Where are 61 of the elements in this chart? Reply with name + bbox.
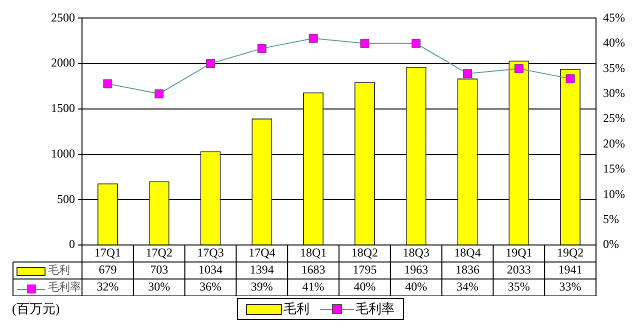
data-label: 35% — [508, 280, 530, 294]
y2-tick-label: 10% — [603, 186, 626, 201]
x-tick-label: 19Q2 — [556, 246, 584, 260]
point — [463, 69, 472, 78]
point — [103, 79, 112, 88]
y2-tick-label: 25% — [603, 111, 626, 126]
legend-label: 毛利 — [48, 263, 70, 276]
data-label: 41% — [302, 280, 324, 294]
point — [154, 89, 164, 98]
point — [514, 64, 524, 74]
y2-tick-label: 45% — [603, 10, 626, 24]
x-tick-label: 17Q3 — [197, 246, 224, 260]
text: 毛利 — [284, 301, 310, 316]
y2-tick-label: 40% — [603, 36, 626, 50]
y-tick-label: 2500 — [51, 10, 75, 24]
y-tick-label: 0 — [69, 237, 75, 252]
data-label: 30% — [148, 280, 170, 294]
data-label: 33% — [559, 280, 582, 294]
point — [360, 38, 370, 48]
data-label: 1394 — [250, 262, 274, 277]
data-label: 1795 — [352, 262, 377, 277]
x-tick-label: 17Q2 — [146, 246, 172, 260]
x-tick-label: 18Q4 — [454, 246, 481, 260]
data-label: 32% — [96, 280, 119, 294]
data-label: 1963 — [404, 262, 428, 277]
text: (百万元) — [12, 300, 60, 318]
data-label: 36% — [200, 280, 222, 294]
point — [206, 59, 215, 68]
x-tick-label: 17Q4 — [248, 246, 276, 260]
y2-tick-label: 0% — [603, 237, 620, 252]
x-tick-label: 18Q1 — [300, 246, 327, 260]
data-label: 1034 — [198, 262, 222, 277]
data-label: 679 — [98, 262, 117, 277]
data-label: 1941 — [558, 262, 582, 277]
y2-tick-label: 30% — [603, 86, 626, 100]
data-label: 40% — [354, 280, 376, 294]
data-label: 34% — [456, 280, 479, 294]
text: 毛利率 — [356, 301, 394, 316]
point — [257, 44, 266, 53]
legend-label: 毛利率 — [48, 280, 81, 294]
x-tick-label: 17Q1 — [94, 246, 122, 260]
y-tick-label: 2000 — [51, 56, 75, 70]
x-tick-label: 19Q1 — [506, 246, 532, 260]
data-label: 703 — [150, 262, 168, 277]
data-label: 40% — [405, 280, 428, 294]
data-label: 1683 — [301, 262, 326, 277]
x-tick-label: 18Q3 — [402, 246, 430, 260]
data-label: 1836 — [456, 262, 480, 277]
y2-tick-label: 20% — [603, 136, 626, 150]
point — [566, 74, 575, 84]
y2-tick-label: 5% — [603, 212, 620, 226]
point — [308, 34, 318, 43]
y-tick-label: 1500 — [51, 101, 75, 116]
data-label: 2033 — [506, 262, 531, 277]
data-label: 39% — [250, 280, 273, 294]
y-tick-label: 1000 — [51, 146, 75, 160]
y2-tick-label: 35% — [603, 60, 626, 75]
y-tick-label: 500 — [57, 192, 75, 206]
point — [412, 38, 421, 48]
y2-tick-label: 15% — [603, 162, 626, 176]
x-tick-label: 18Q2 — [351, 246, 378, 260]
